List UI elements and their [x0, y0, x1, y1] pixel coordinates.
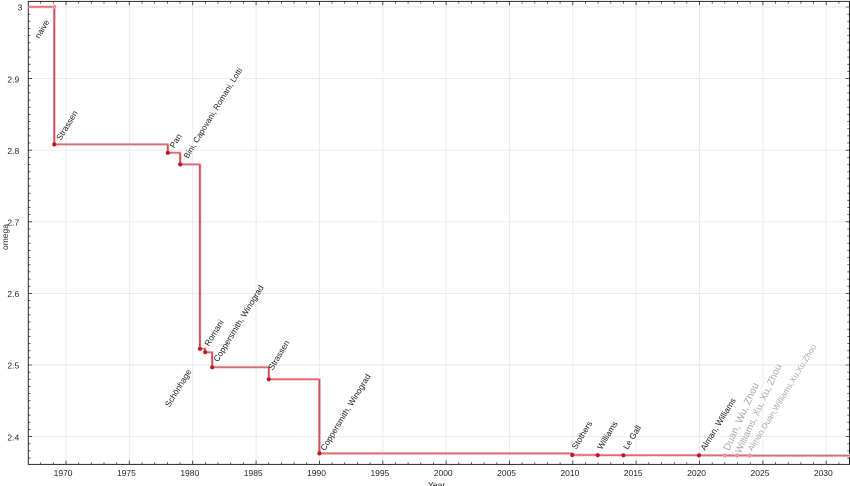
svg-text:2020: 2020 — [687, 468, 706, 478]
svg-text:2015: 2015 — [624, 468, 643, 478]
svg-text:1990: 1990 — [307, 468, 326, 478]
svg-text:2.7: 2.7 — [7, 218, 19, 228]
svg-text:3: 3 — [18, 3, 23, 13]
svg-text:2010: 2010 — [560, 468, 579, 478]
svg-text:1995: 1995 — [370, 468, 389, 478]
svg-text:omega: omega — [0, 224, 10, 250]
svg-text:2030: 2030 — [814, 468, 833, 478]
svg-text:1985: 1985 — [244, 468, 263, 478]
svg-text:2.8: 2.8 — [7, 146, 19, 156]
svg-text:2.9: 2.9 — [7, 74, 19, 84]
svg-text:Year: Year — [428, 480, 445, 486]
svg-text:2000: 2000 — [434, 468, 453, 478]
svg-text:1970: 1970 — [54, 468, 73, 478]
svg-text:2025: 2025 — [751, 468, 770, 478]
svg-text:1975: 1975 — [117, 468, 136, 478]
svg-text:2.4: 2.4 — [7, 432, 19, 442]
svg-text:2.6: 2.6 — [7, 289, 19, 299]
svg-text:2.5: 2.5 — [7, 361, 19, 371]
svg-text:1980: 1980 — [180, 468, 199, 478]
svg-text:2005: 2005 — [497, 468, 516, 478]
